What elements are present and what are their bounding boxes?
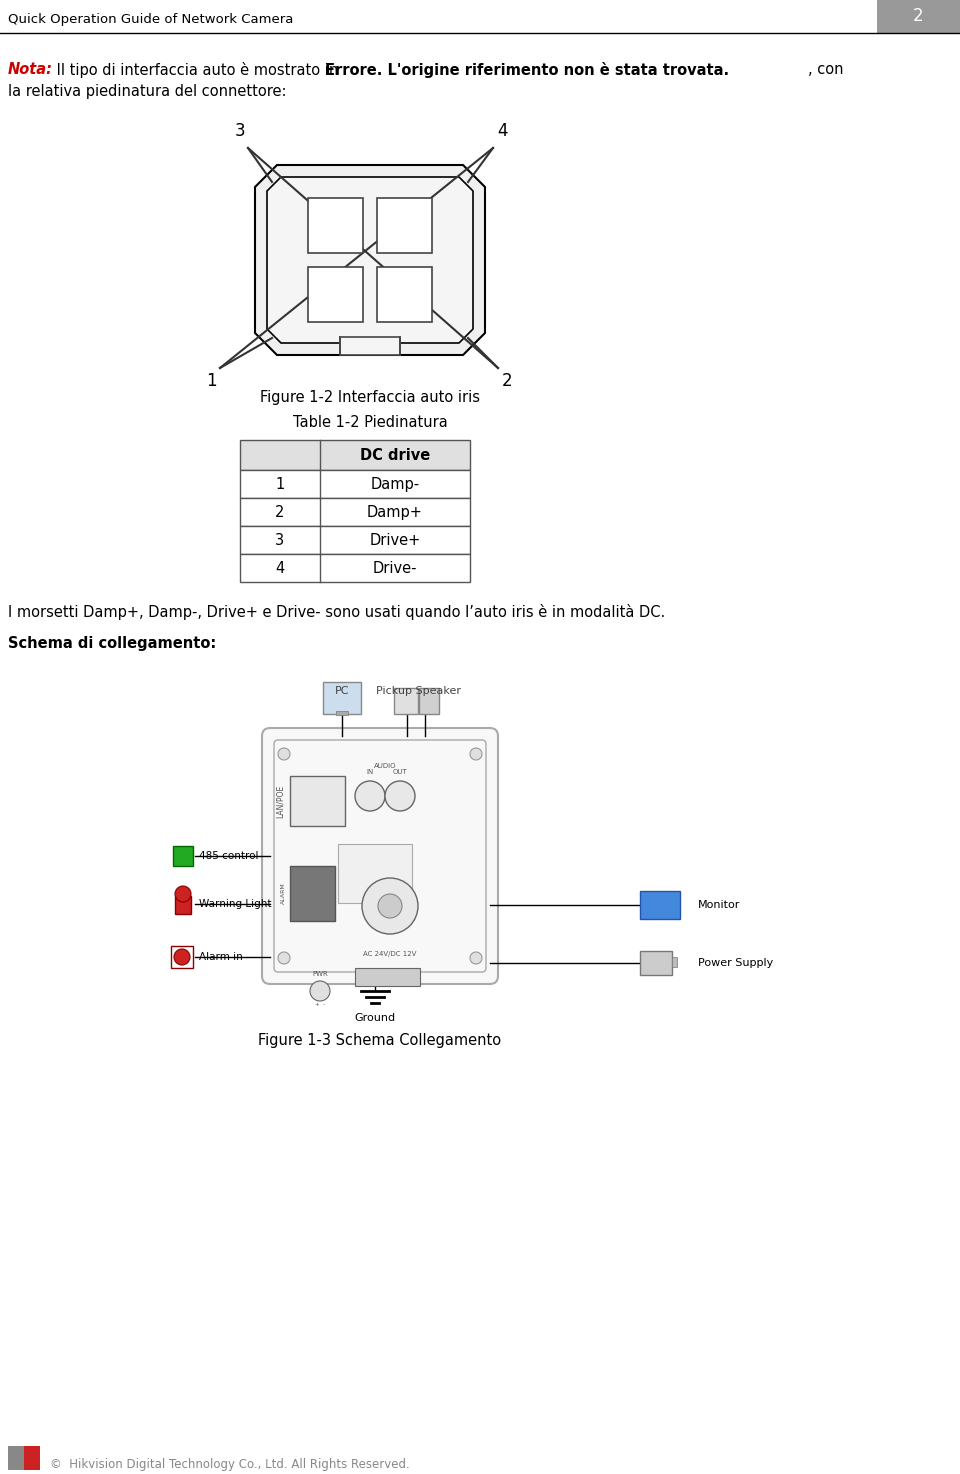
- Circle shape: [378, 895, 402, 918]
- Bar: [240, 526, 470, 554]
- Polygon shape: [267, 177, 473, 343]
- Bar: [240, 554, 470, 582]
- Circle shape: [174, 949, 190, 965]
- Text: ©  Hikvision Digital Technology Co., Ltd. All Rights Reserved.: © Hikvision Digital Technology Co., Ltd.…: [50, 1458, 410, 1471]
- Circle shape: [310, 982, 330, 1001]
- Text: 1: 1: [276, 476, 284, 491]
- Text: Figure 1-2 Interfaccia auto iris: Figure 1-2 Interfaccia auto iris: [260, 391, 480, 405]
- Text: Schema di collegamento:: Schema di collegamento:: [8, 635, 216, 652]
- FancyBboxPatch shape: [419, 688, 439, 713]
- Text: AC 24V/DC 12V: AC 24V/DC 12V: [363, 951, 417, 957]
- Bar: [8, 1458, 24, 1470]
- FancyBboxPatch shape: [274, 740, 486, 971]
- Text: IN: IN: [367, 769, 373, 775]
- Text: PC: PC: [335, 685, 349, 696]
- Text: la relativa piedinatura del connettore:: la relativa piedinatura del connettore:: [8, 84, 286, 99]
- FancyBboxPatch shape: [262, 728, 498, 985]
- Text: OUT: OUT: [393, 769, 407, 775]
- Bar: [173, 846, 193, 867]
- Text: 3: 3: [276, 532, 284, 547]
- Text: I morsetti Damp+, Damp-, Drive+ e Drive- sono usati quando l’auto iris è in moda: I morsetti Damp+, Damp-, Drive+ e Drive-…: [8, 604, 665, 621]
- Text: Nota:: Nota:: [8, 62, 53, 77]
- Text: 4: 4: [497, 122, 508, 140]
- Bar: [640, 890, 680, 918]
- Text: Drive-: Drive-: [372, 560, 418, 575]
- FancyBboxPatch shape: [394, 688, 418, 713]
- Circle shape: [362, 879, 418, 935]
- Text: Errore. L'origine riferimento non è stata trovata.: Errore. L'origine riferimento non è stat…: [325, 62, 730, 78]
- Bar: [171, 946, 193, 968]
- Text: , con: , con: [808, 62, 844, 77]
- Circle shape: [470, 952, 482, 964]
- Text: 4: 4: [276, 560, 284, 575]
- Bar: [240, 470, 470, 498]
- Bar: [355, 968, 420, 986]
- Bar: [290, 775, 345, 825]
- Text: Pickup Speaker: Pickup Speaker: [375, 685, 461, 696]
- Bar: [240, 498, 470, 526]
- Text: AUDIO: AUDIO: [373, 764, 396, 769]
- Text: 2: 2: [276, 504, 285, 519]
- Text: +  -: + -: [315, 1002, 325, 1007]
- Circle shape: [175, 886, 191, 902]
- Text: 2: 2: [913, 7, 924, 25]
- Text: Figure 1-3 Schema Collegamento: Figure 1-3 Schema Collegamento: [258, 1033, 501, 1048]
- Bar: [24, 1446, 40, 1458]
- Circle shape: [278, 952, 290, 964]
- FancyBboxPatch shape: [338, 845, 412, 904]
- Text: ALARM: ALARM: [281, 883, 286, 905]
- Circle shape: [385, 781, 415, 811]
- Bar: [877, 0, 960, 32]
- Bar: [8, 1446, 24, 1458]
- Text: Power Supply: Power Supply: [698, 958, 773, 968]
- Bar: [24, 1458, 40, 1470]
- Text: 485 control: 485 control: [199, 850, 258, 861]
- Bar: [672, 957, 677, 967]
- Text: 1: 1: [206, 371, 217, 391]
- Bar: [336, 710, 348, 715]
- Bar: [340, 338, 400, 355]
- Text: Warning Light: Warning Light: [199, 899, 272, 909]
- Bar: [308, 198, 363, 254]
- Circle shape: [278, 747, 290, 761]
- Bar: [240, 441, 470, 470]
- Bar: [175, 896, 191, 914]
- Text: Monitor: Monitor: [698, 901, 740, 909]
- Text: Il tipo di interfaccia auto è mostrato in: Il tipo di interfaccia auto è mostrato i…: [52, 62, 343, 78]
- Text: Drive+: Drive+: [370, 532, 420, 547]
- Circle shape: [470, 747, 482, 761]
- Text: Damp+: Damp+: [367, 504, 423, 519]
- Bar: [377, 267, 432, 321]
- Text: 2: 2: [502, 371, 513, 391]
- Bar: [377, 198, 432, 254]
- Text: Alarm in: Alarm in: [199, 952, 243, 963]
- Text: VIDEO OUT: VIDEO OUT: [339, 858, 377, 864]
- Circle shape: [355, 781, 385, 811]
- Text: PWR: PWR: [312, 971, 328, 977]
- Bar: [640, 951, 672, 974]
- Bar: [308, 267, 363, 321]
- Text: DC drive: DC drive: [360, 448, 430, 463]
- Text: 3: 3: [234, 122, 245, 140]
- Text: Damp-: Damp-: [371, 476, 420, 491]
- Polygon shape: [255, 165, 485, 355]
- FancyBboxPatch shape: [323, 682, 361, 713]
- Text: Ground: Ground: [354, 1013, 396, 1023]
- Text: Quick Operation Guide of Network Camera: Quick Operation Guide of Network Camera: [8, 12, 294, 25]
- Text: Table 1-2 Piedinatura: Table 1-2 Piedinatura: [293, 416, 447, 430]
- Text: LAN/POE: LAN/POE: [276, 784, 285, 818]
- Bar: [290, 867, 335, 921]
